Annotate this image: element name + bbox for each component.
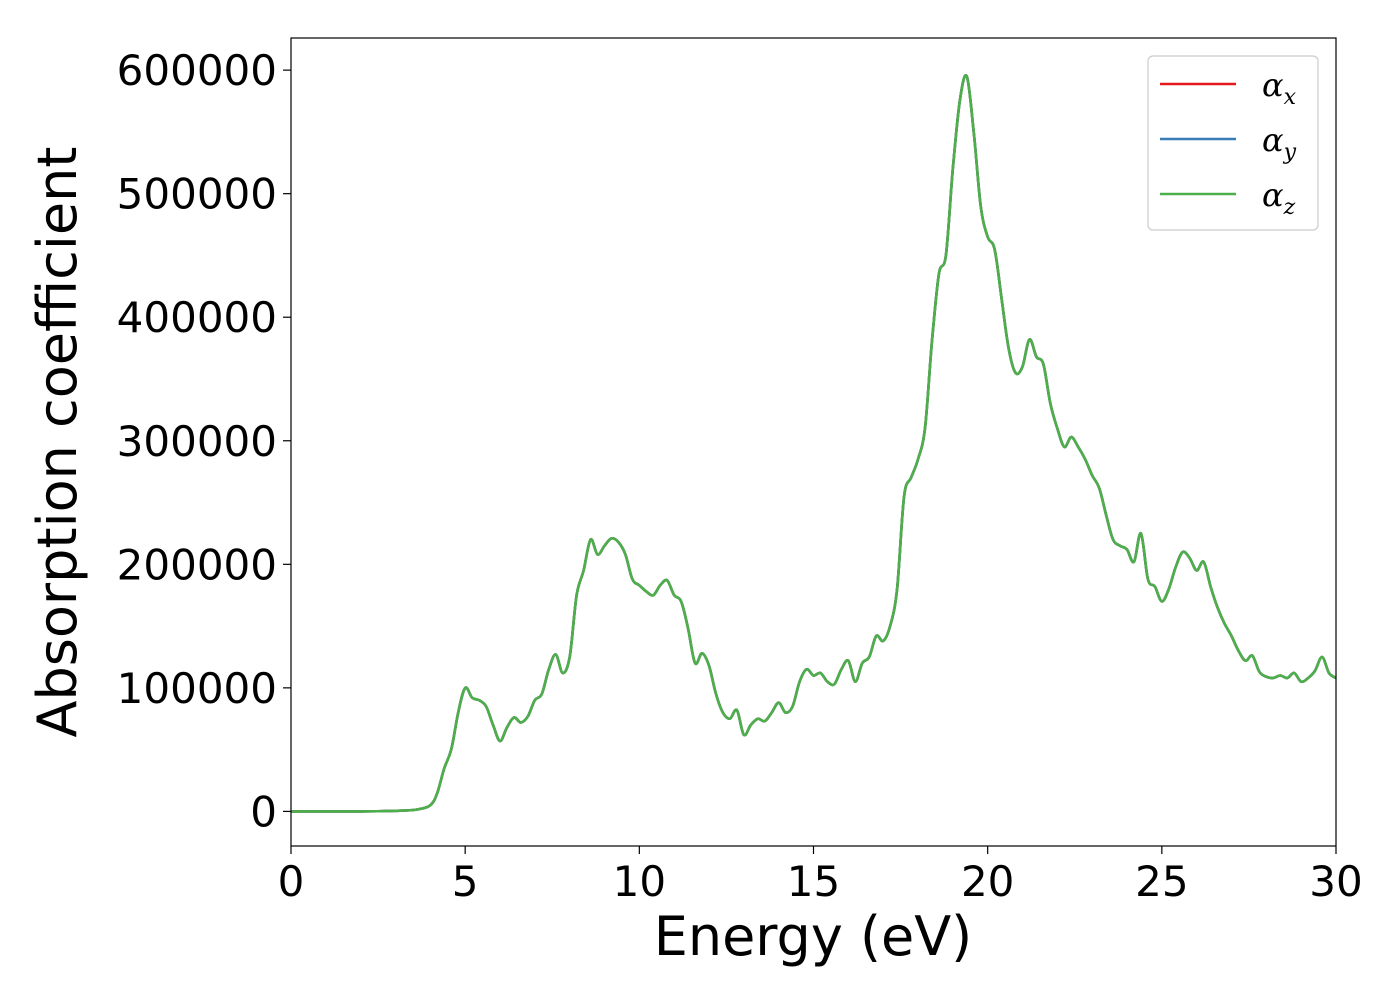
y-tick-label: 200000: [117, 540, 277, 589]
x-tick-label: 0: [278, 857, 305, 906]
y-axis: 0 100000 200000 300000 400000 500000 600000: [117, 46, 291, 836]
y-tick-label: 300000: [117, 417, 277, 466]
x-axis-title: Energy (eV): [654, 905, 973, 968]
y-tick-label: 0: [250, 787, 277, 836]
legend-subscript: z: [1283, 195, 1296, 220]
legend-symbol: α: [1262, 176, 1284, 214]
x-axis: 0 5 10 15 20 25 30: [278, 846, 1363, 906]
y-axis-title: Absorption coefficient: [26, 147, 89, 738]
legend-box: [1147, 55, 1319, 231]
legend-symbol: α: [1262, 66, 1284, 104]
y-tick-label: 400000: [117, 293, 277, 342]
x-tick-label: 25: [1135, 857, 1188, 906]
y-tick-label: 500000: [117, 170, 277, 219]
x-tick-label: 5: [452, 857, 479, 906]
y-tick-label: 100000: [117, 664, 277, 713]
series-line-z: [291, 73, 1337, 813]
legend-label-x: αx: [1262, 66, 1297, 110]
legend-symbol: α: [1262, 121, 1284, 159]
x-tick-label: 15: [787, 857, 840, 906]
legend-subscript: y: [1283, 140, 1297, 165]
x-tick-label: 30: [1309, 857, 1362, 906]
legend-subscript: x: [1284, 85, 1297, 110]
y-tick-label: 600000: [117, 46, 277, 95]
legend-label-y: αy: [1262, 121, 1297, 165]
legend-label-z: αz: [1262, 176, 1296, 220]
series-layer: [291, 73, 1337, 813]
x-tick-label: 20: [961, 857, 1014, 906]
x-tick-label: 10: [613, 857, 666, 906]
